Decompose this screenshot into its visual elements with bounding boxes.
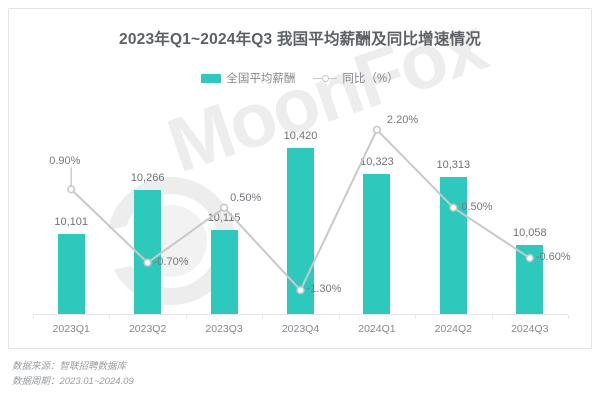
- footnote-source: 数据来源：智联招聘数据库: [12, 361, 127, 372]
- card-border: [8, 8, 592, 349]
- legend-label-bar: 全国平均薪酬: [226, 73, 296, 85]
- legend-swatch-icon: [201, 73, 222, 83]
- legend-label-line: 同比（%）: [342, 73, 399, 85]
- page-title: 2023年Q1~2024年Q3 我国平均薪酬及同比增速情况: [119, 31, 481, 48]
- legend-item-line[interactable]: 同比（%）: [313, 70, 399, 86]
- footnote: 数据来源：智联招聘数据库 数据周期：2023.01~2024.09: [12, 360, 134, 389]
- legend-item-bar[interactable]: 全国平均薪酬: [201, 70, 295, 86]
- footnote-period: 数据周期：2023.01~2024.09: [12, 375, 134, 387]
- chart-legend: 全国平均薪酬 同比（%）: [0, 70, 600, 86]
- legend-line-marker-icon: [313, 74, 338, 83]
